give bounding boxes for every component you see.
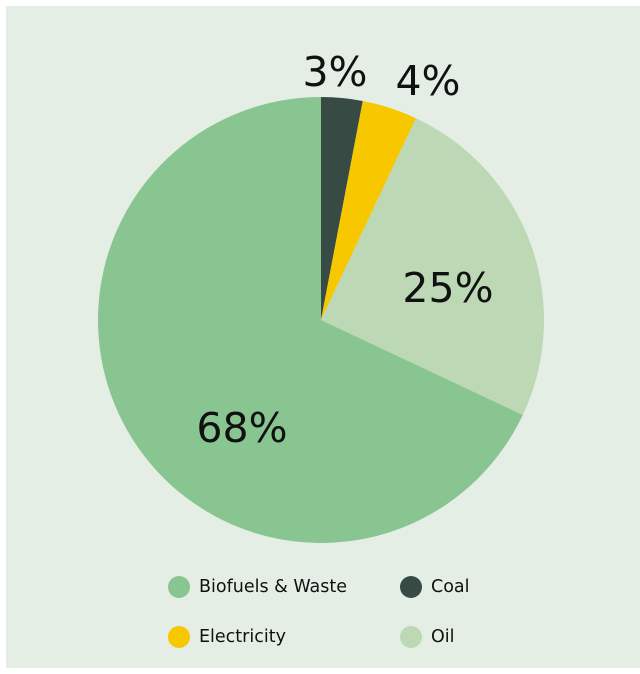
- slice-label-oil: 25%: [402, 264, 493, 312]
- legend-swatch-coal: [400, 576, 422, 598]
- pie-slice-coal: [321, 97, 363, 320]
- pie-slice-biofuels-waste: [98, 97, 523, 543]
- legend-item-oil: Oil: [400, 626, 498, 648]
- legend-label-oil: Oil: [431, 627, 455, 647]
- legend-label-electricity: Electricity: [199, 627, 286, 647]
- legend-item-electricity: Electricity: [168, 626, 400, 648]
- pie-slice-electricity: [321, 100, 416, 320]
- legend-item-coal: Coal: [400, 576, 498, 598]
- legend-label-biofuels-waste: Biofuels & Waste: [199, 577, 347, 597]
- pie-slice-oil: [321, 118, 545, 415]
- legend-swatch-biofuels-waste: [168, 576, 190, 598]
- slice-label-electricity: 4%: [395, 57, 460, 105]
- legend-swatch-electricity: [168, 626, 190, 648]
- slice-label-biofuels-waste: 68%: [196, 404, 287, 452]
- legend-item-biofuels-waste: Biofuels & Waste: [168, 576, 400, 598]
- legend-swatch-oil: [400, 626, 422, 648]
- slice-label-coal: 3%: [302, 48, 367, 96]
- legend-label-coal: Coal: [431, 577, 470, 597]
- chart-legend: Biofuels & Waste Coal Electricity Oil: [168, 576, 498, 648]
